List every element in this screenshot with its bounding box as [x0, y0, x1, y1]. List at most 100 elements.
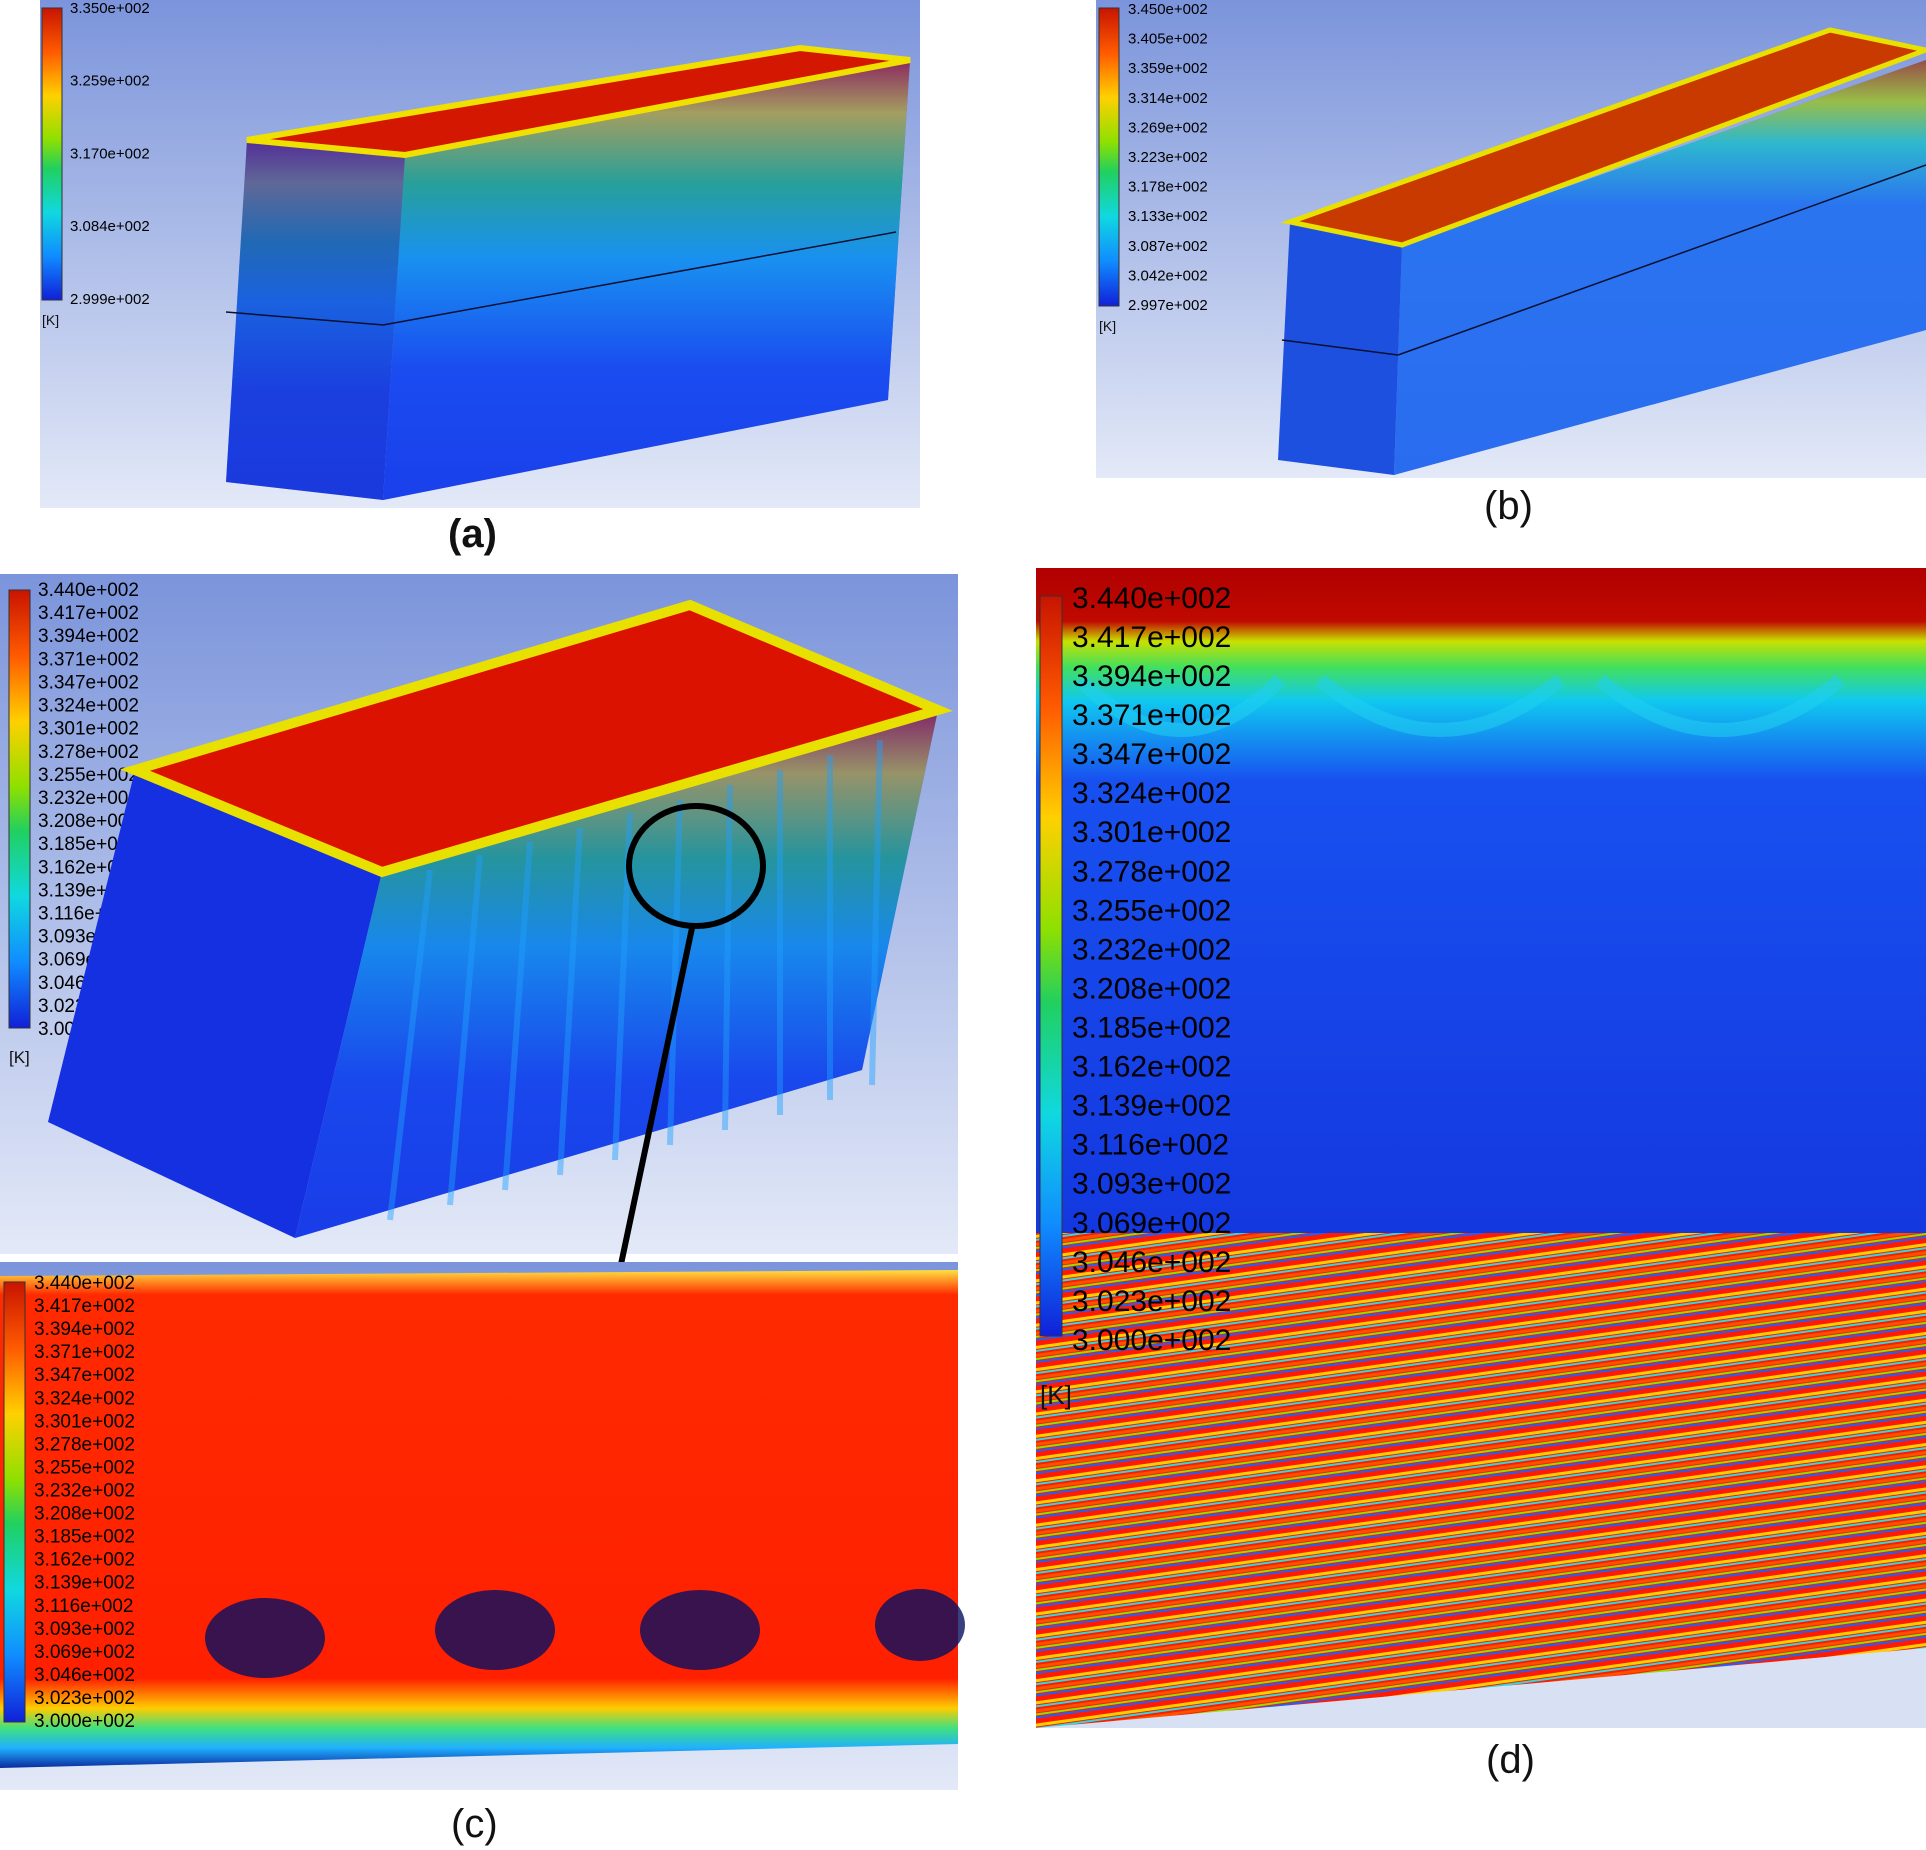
panel-a-colorbar-tick-label: 3.350e+002	[70, 0, 150, 17]
panel-d-colorbar-tick-label: 3.139e+002	[1072, 1090, 1231, 1123]
panel-a-colorbar-ticks: 3.350e+002 3.259e+002 3.170e+002 3.084e+002…	[70, 0, 150, 308]
panel-c-lower-colorbar-ticks: 3.440e+0023.417e+0023.394e+0023.371e+002…	[34, 1273, 135, 1732]
panel-d-colorbar-tick-label: 3.162e+002	[1072, 1051, 1231, 1084]
panel-c-colorbar-tick-label: 3.394e+002	[38, 626, 139, 647]
panel-b-colorbar-tick-label: 3.359e+002	[1128, 60, 1208, 77]
panel-d-colorbar-tick-label: 3.301e+002	[1072, 816, 1231, 849]
panel-c-colorbar-tick-label: 3.069e+002	[34, 1642, 135, 1663]
panel-d: 3.440e+002 3.417e+002 3.394e+002 3.371e+002…	[1036, 568, 1926, 1728]
panel-c-colorbar-tick-label: 3.324e+002	[38, 696, 139, 717]
panel-c-upper-colorbar	[8, 589, 31, 1029]
panel-d-plume-arches	[1075, 674, 1845, 737]
panel-b-caption: (b)	[1484, 484, 1533, 528]
panel-c-colorbar-tick-label: 3.093e+002	[34, 1619, 135, 1640]
panel-c-cross-section	[0, 1270, 958, 1768]
panel-b-colorbar-ticks: 3.450e+002 3.405e+002 3.359e+002 3.314e+002…	[1128, 1, 1208, 314]
panel-d-colorbar-tick-label: 3.324e+002	[1072, 777, 1231, 810]
panel-c-vortex-cells	[205, 1589, 965, 1678]
panel-c-colorbar-tick-label: 3.278e+002	[34, 1434, 135, 1455]
panel-c-caption: (c)	[451, 1802, 498, 1846]
panel-d-colorbar-tick-label: 3.116e+002	[1072, 1129, 1229, 1162]
panel-d-colorbar-ticks: 3.440e+002 3.417e+002 3.394e+002 3.371e+002…	[1072, 582, 1231, 1357]
panel-c-colorbar-tick-label: 3.417e+002	[34, 1296, 135, 1317]
panel-c-colorbar-tick-label: 3.417e+002	[38, 603, 139, 624]
panel-b-colorbar-tick-label: 3.133e+002	[1128, 208, 1208, 225]
panel-c-colorbar-tick-label: 3.208e+002	[34, 1504, 135, 1525]
panel-c-plumes	[387, 739, 883, 1221]
panel-c-colorbar-tick-label: 3.371e+002	[34, 1342, 135, 1363]
panel-c-colorbar-tick-label: 3.185e+002	[34, 1527, 135, 1548]
panel-d-unit: [K]	[1040, 1380, 1072, 1410]
panel-d-colorbar-tick-label: 3.046e+002	[1072, 1246, 1231, 1279]
panel-b-box-top-face	[1280, 27, 1926, 248]
panel-c-colorbar-tick-label: 3.278e+002	[38, 742, 139, 763]
panel-c-colorbar-tick-label: 3.232e+002	[34, 1480, 135, 1501]
panel-d-temperature-slice	[1036, 568, 1926, 1233]
panel-b-colorbar-tick-label: 3.178e+002	[1128, 179, 1208, 196]
panel-c-colorbar-tick-label: 3.301e+002	[34, 1411, 135, 1432]
panel-b-colorbar-tick-label: 3.087e+002	[1128, 238, 1208, 255]
panel-c-colorbar-tick-label: 3.000e+002	[34, 1711, 135, 1732]
panel-a-unit: [K]	[42, 312, 60, 328]
panel-c-zoom-circle	[626, 803, 766, 929]
panel-c-colorbar-tick-label: 3.023e+002	[34, 1688, 135, 1709]
panel-b-colorbar-tick-label: 3.223e+002	[1128, 149, 1208, 166]
panel-c-colorbar-tick-label: 3.371e+002	[38, 649, 139, 670]
panel-b-colorbar-tick-label: 3.042e+002	[1128, 267, 1208, 284]
panel-a-box-top-face	[246, 44, 911, 159]
panel-d-colorbar-tick-label: 3.000e+002	[1072, 1324, 1231, 1357]
panel-d-colorbar-tick-label: 3.417e+002	[1072, 621, 1231, 654]
panel-a: 3.350e+002 3.259e+002 3.170e+002 3.084e+002…	[40, 0, 920, 508]
panel-c-colorbar-tick-label: 3.255e+002	[38, 765, 139, 786]
panel-c-colorbar-tick-label: 3.232e+002	[38, 788, 139, 809]
panel-c-colorbar-tick-label: 3.347e+002	[38, 672, 139, 693]
panel-d-colorbar-tick-label: 3.440e+002	[1072, 582, 1231, 615]
panel-a-caption: (a)	[448, 512, 497, 556]
panel-c-colorbar-tick-label: 3.324e+002	[34, 1388, 135, 1409]
panel-a-colorbar-tick-label: 3.170e+002	[70, 145, 150, 162]
panel-b-colorbar	[1098, 7, 1120, 307]
panel-d-colorbar	[1039, 595, 1063, 1337]
panel-c-colorbar-tick-label: 3.116e+002	[34, 1596, 134, 1617]
panel-b-colorbar-tick-label: 3.269e+002	[1128, 119, 1208, 136]
panel-c-lower-colorbar	[3, 1281, 26, 1723]
panel-c-box-side-face	[48, 770, 382, 1238]
panel-d-colorbar-tick-label: 3.232e+002	[1072, 933, 1231, 966]
panel-a-colorbar-tick-label: 3.259e+002	[70, 73, 150, 90]
panel-c-colorbar-tick-label: 3.162e+002	[34, 1550, 135, 1571]
panel-c: 3.440e+0023.417e+0023.394e+0023.371e+002…	[0, 574, 965, 1790]
panel-b-unit: [K]	[1099, 318, 1117, 334]
panel-d-colorbar-tick-label: 3.069e+002	[1072, 1207, 1231, 1240]
panel-c-colorbar-tick-label: 3.394e+002	[34, 1319, 135, 1340]
panel-d-colorbar-tick-label: 3.278e+002	[1072, 855, 1231, 888]
panel-c-colorbar-tick-label: 3.208e+002	[38, 811, 139, 832]
panel-d-colorbar-tick-label: 3.185e+002	[1072, 1012, 1231, 1045]
panel-a-colorbar	[41, 7, 63, 301]
panel-c-unit: [K]	[9, 1048, 30, 1067]
panel-d-colorbar-tick-label: 3.208e+002	[1072, 972, 1231, 1005]
panel-b-colorbar-tick-label: 3.405e+002	[1128, 31, 1208, 48]
panel-c-box-top-face	[120, 599, 953, 878]
panel-c-colorbar-tick-label: 3.440e+002	[38, 580, 139, 601]
panel-b-colorbar-tick-label: 2.997e+002	[1128, 297, 1208, 314]
panel-b-box-side-face	[1278, 222, 1402, 475]
panel-d-colorbar-tick-label: 3.255e+002	[1072, 894, 1231, 927]
panel-d-colorbar-tick-label: 3.023e+002	[1072, 1285, 1231, 1318]
panel-b-colorbar-tick-label: 3.450e+002	[1128, 1, 1208, 18]
panel-d-colorbar-tick-label: 3.093e+002	[1072, 1168, 1231, 1201]
panel-d-colorbar-tick-label: 3.371e+002	[1072, 699, 1231, 732]
panel-c-colorbar-tick-label: 3.440e+002	[34, 1273, 135, 1294]
panel-b: 3.450e+002 3.405e+002 3.359e+002 3.314e+002…	[1096, 0, 1926, 478]
panel-b-colorbar-tick-label: 3.314e+002	[1128, 90, 1208, 107]
panel-c-colorbar-tick-label: 3.046e+002	[34, 1665, 135, 1686]
panel-a-colorbar-tick-label: 2.999e+002	[70, 291, 150, 308]
panel-d-streamline-field	[1036, 1215, 1926, 1728]
panel-c-colorbar-tick-label: 3.347e+002	[34, 1365, 135, 1386]
panel-d-colorbar-tick-label: 3.394e+002	[1072, 660, 1231, 693]
panel-c-colorbar-tick-label: 3.185e+002	[38, 834, 139, 855]
panel-c-colorbar-tick-label: 3.301e+002	[38, 719, 139, 740]
panel-d-caption: (d)	[1486, 1738, 1535, 1782]
panel-a-colorbar-tick-label: 3.084e+002	[70, 218, 150, 235]
panel-c-colorbar-tick-label: 3.139e+002	[34, 1573, 135, 1594]
